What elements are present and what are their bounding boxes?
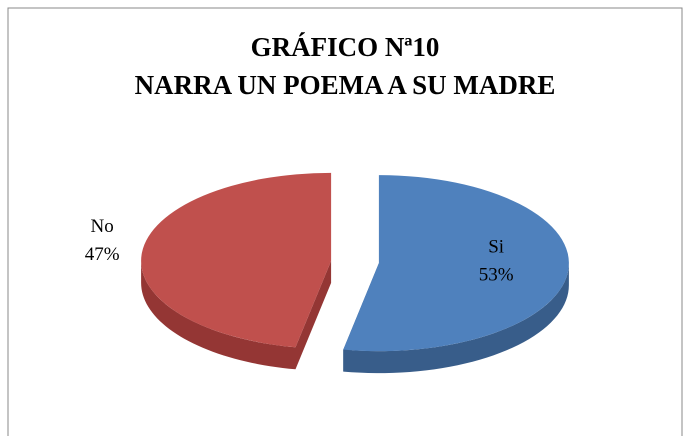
slice-category: Si (488, 236, 504, 257)
slice-top (343, 175, 569, 352)
slice-side (343, 263, 569, 374)
slice-wall (295, 260, 332, 370)
slice-category: No (91, 216, 114, 237)
pie-slice (343, 175, 569, 374)
pie-slice (141, 172, 332, 370)
chart-title: GRÁFICO Nª10 (251, 32, 440, 62)
slice-side (141, 260, 296, 370)
chart-subtitle: NARRA UN POEMA A SU MADRE (135, 70, 556, 100)
slice-value-label: 47% (85, 244, 120, 265)
slice-top (141, 172, 332, 348)
slice-value-label: 53% (479, 264, 514, 285)
